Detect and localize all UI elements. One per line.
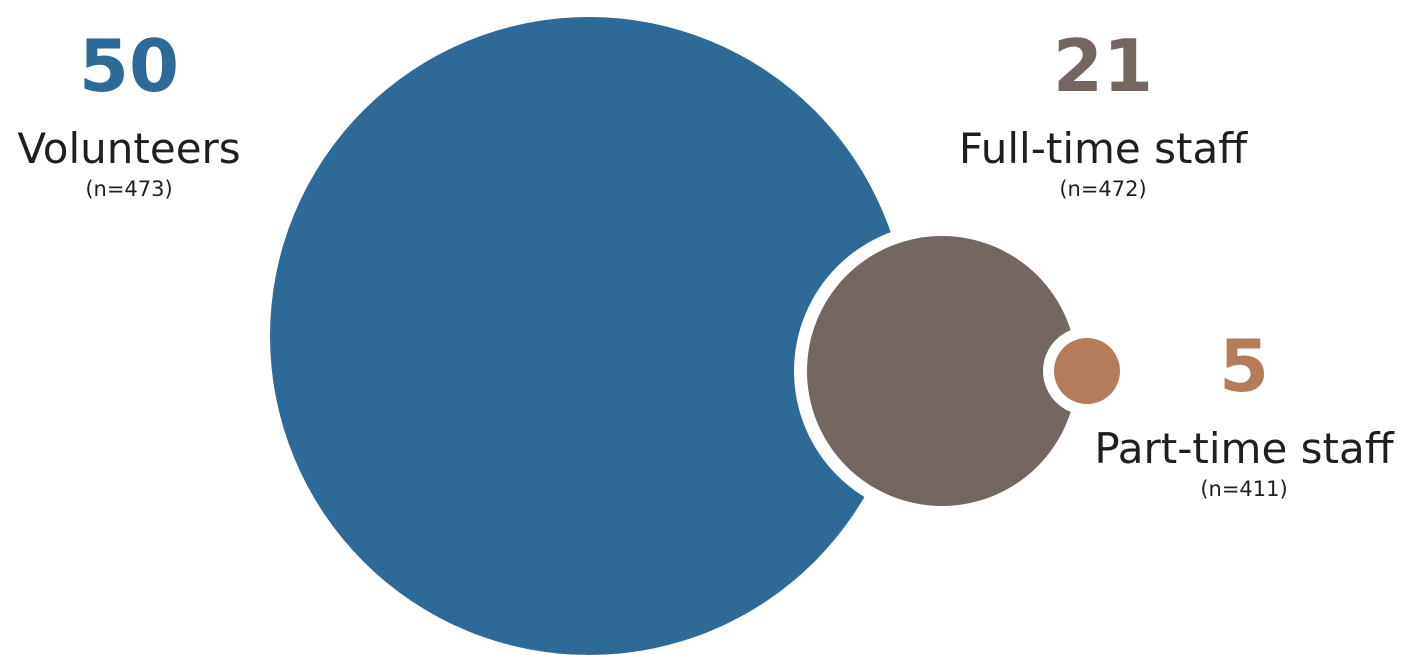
- label-volunteers: 50 Volunteers (n=473): [17, 30, 240, 200]
- category-label-full-time-staff: Full-time staff: [958, 124, 1248, 173]
- value-label-full-time-staff: 21: [1052, 24, 1154, 108]
- category-label-part-time-staff: Part-time staff: [1094, 424, 1394, 473]
- sample-size-part-time-staff: (n=411): [1200, 477, 1288, 501]
- bubble-part-time-staff: [1054, 338, 1120, 404]
- sample-size-volunteers: (n=473): [85, 177, 173, 201]
- value-label-part-time-staff: 5: [1218, 324, 1270, 408]
- label-part-time-staff: 5 Part-time staff (n=411): [1094, 330, 1393, 500]
- bubble-volunteers: [270, 17, 908, 655]
- bubble-full-time-staff: [807, 236, 1077, 506]
- label-full-time-staff: 21 Full-time staff (n=472): [959, 30, 1247, 200]
- category-label-volunteers: Volunteers: [17, 124, 241, 173]
- value-label-volunteers: 50: [78, 24, 180, 108]
- sample-size-full-time-staff: (n=472): [1059, 177, 1147, 201]
